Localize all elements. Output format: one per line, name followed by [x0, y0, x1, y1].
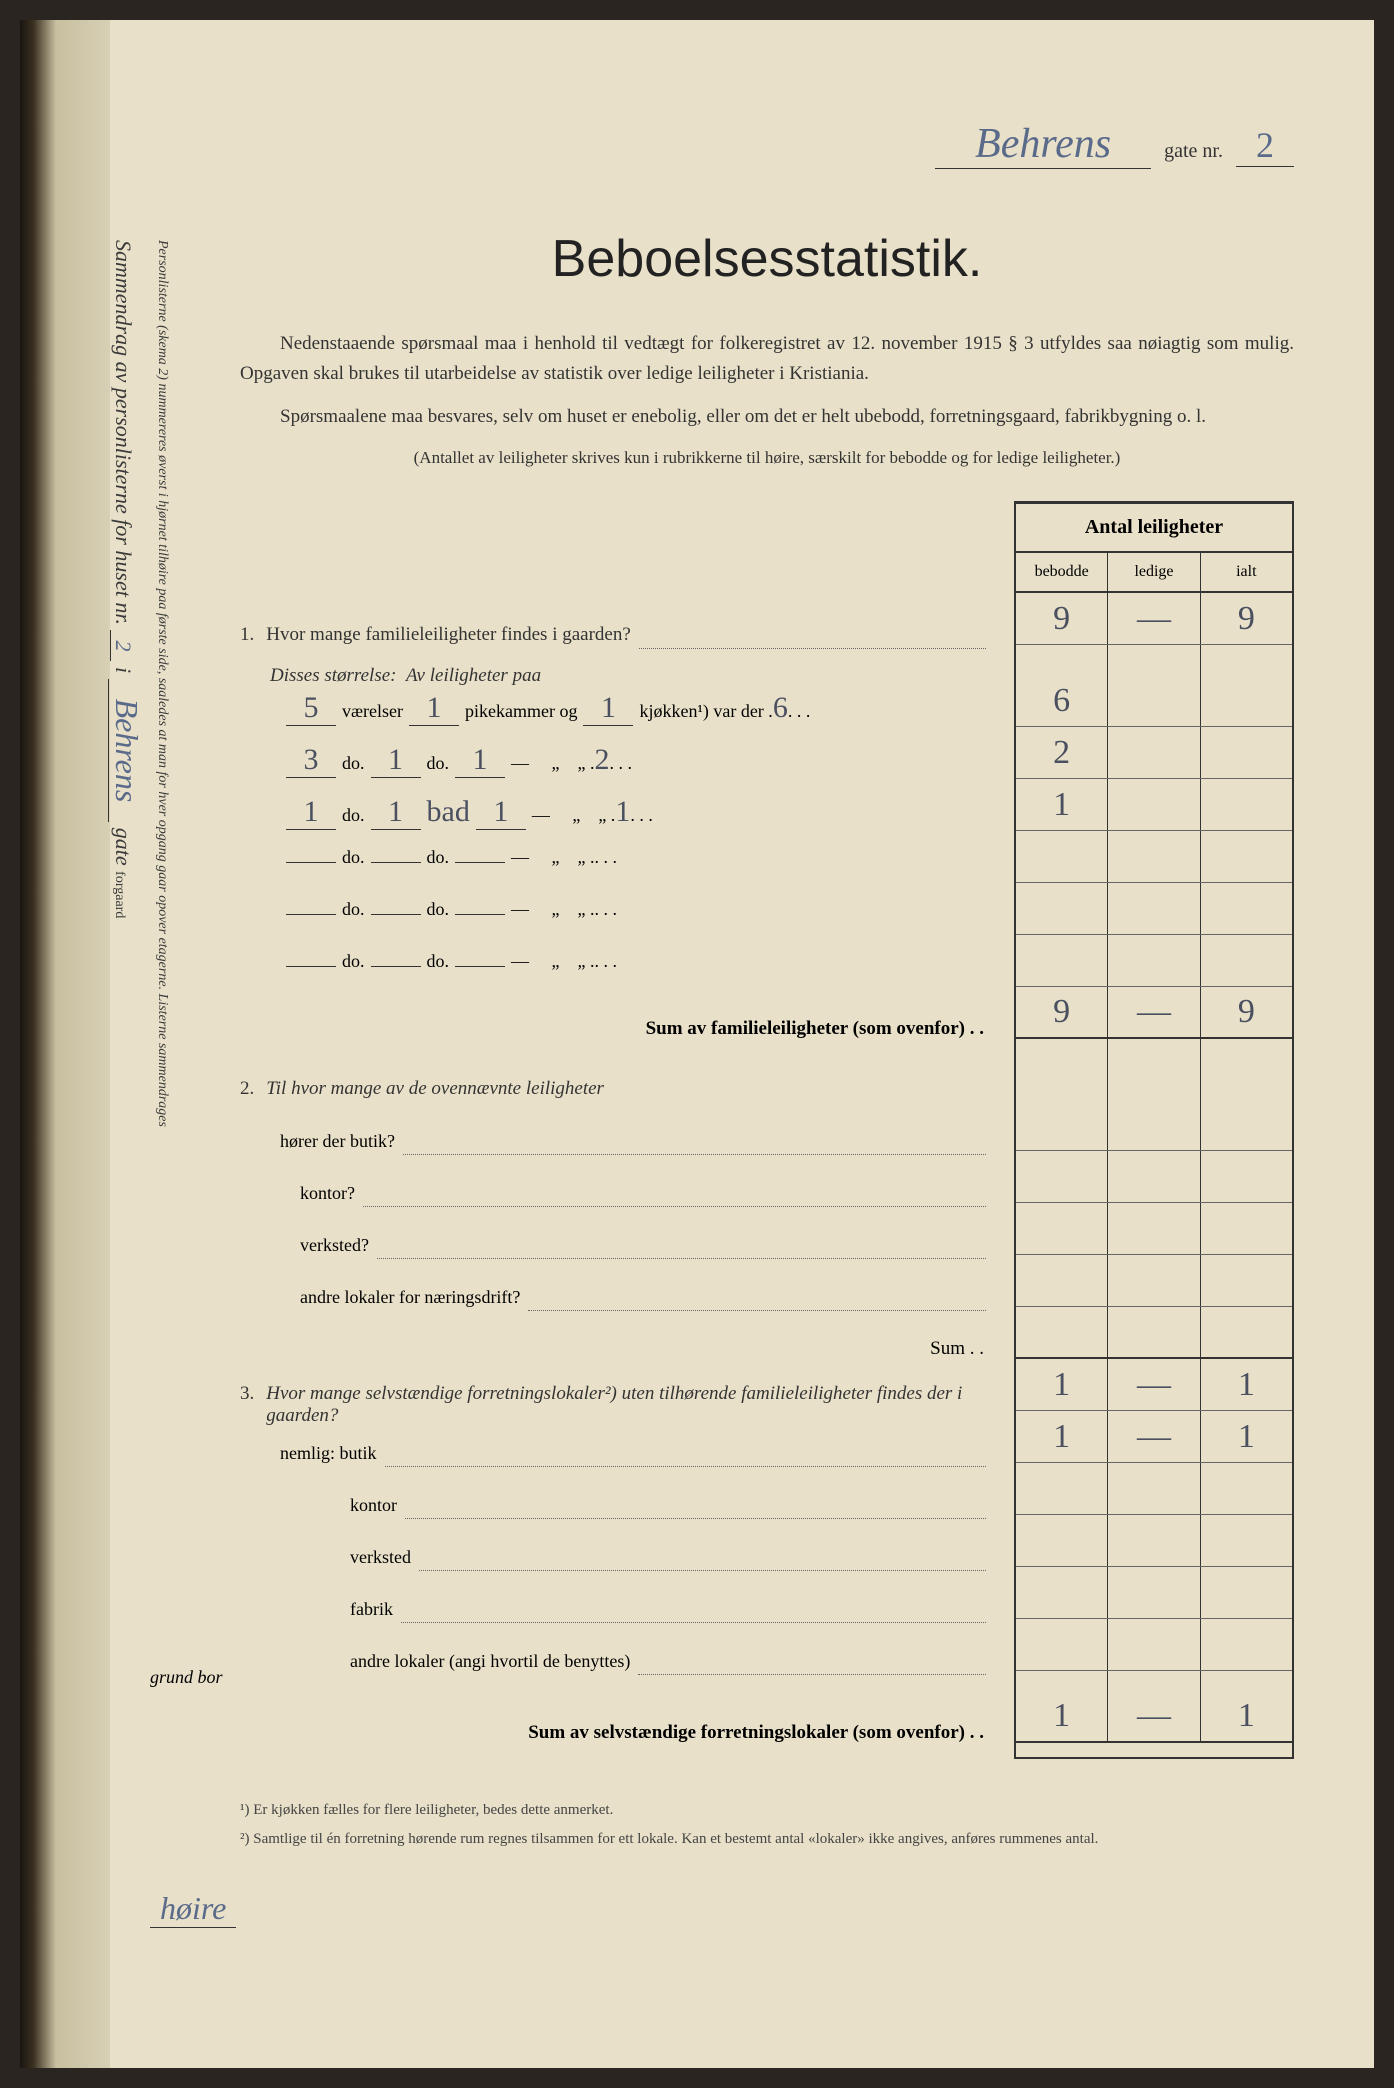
answers-subheader: bebodde ledige ialt: [1016, 553, 1292, 593]
room-line: do. do. — „ „ . . . .: [240, 899, 994, 951]
street-name: Behrens: [935, 120, 1151, 169]
q2-sum-label: Sum . .: [240, 1323, 994, 1375]
hoire-label: høire: [150, 1890, 236, 1928]
sidebar-summary-line: Sammendrag av personlisterne for huset n…: [108, 240, 145, 1440]
answer-row: 9—9: [1016, 987, 1292, 1039]
answer-row: 6: [1016, 675, 1292, 727]
room-line: do. do. — „ „ . . . .: [240, 847, 994, 899]
answer-row: 1—1: [1016, 1691, 1292, 1743]
sidebar-instruction: Personlisterne (skema 2) nummereres øver…: [154, 240, 170, 1440]
footnote-2: ²) Samtlige til én forretning hørende ru…: [240, 1828, 1294, 1851]
binding-edge: [20, 20, 110, 2068]
room-line: do. do. — „ „ . . . .: [240, 951, 994, 1003]
question-1: 1. Hvor mange familieleiligheter findes …: [240, 609, 994, 661]
q3-sum-label: Sum av selvstændige forretningslokaler (…: [240, 1707, 994, 1759]
answer-row: [1016, 1515, 1292, 1567]
answer-row: [1016, 883, 1292, 935]
answer-row: [1016, 1099, 1292, 1151]
room-line: 3 do. 1 do. 1 — „ „ . 2 . . .: [240, 743, 994, 795]
grund-bor-label: grund bor: [150, 1667, 223, 1688]
intro-paragraph-1: Nedenstaaende spørsmaal maa i henhold ti…: [240, 329, 1294, 390]
intro-paragraph-3: (Antallet av leiligheter skrives kun i r…: [240, 444, 1294, 471]
answer-row: [1016, 935, 1292, 987]
q3-sub-item: verksted: [240, 1531, 994, 1583]
room-line: 1 do. 1 bad 1 — „ „ . 1 . . .: [240, 795, 994, 847]
answers-column: Antal leiligheter bebodde ledige ialt 9—…: [1014, 501, 1294, 1759]
answer-row: [1016, 831, 1292, 883]
answer-row: [1016, 1463, 1292, 1515]
answer-row: [1016, 1619, 1292, 1671]
answer-row: 1—1: [1016, 1359, 1292, 1411]
intro-paragraph-2: Spørsmaalene maa besvares, selv om huset…: [240, 402, 1294, 432]
q2-sub-item: andre lokaler for næringsdrift?: [240, 1271, 994, 1323]
answer-row: [1016, 1567, 1292, 1619]
q1-sum-label: Sum av familieleiligheter (som ovenfor) …: [240, 1003, 994, 1055]
address-header: Behrens gate nr. 2: [240, 120, 1294, 169]
q3-sub-item: fabrik: [240, 1583, 994, 1635]
page-title: Beboelsesstatistik.: [240, 229, 1294, 289]
gate-label: gate nr.: [1164, 140, 1223, 162]
answer-row: 1: [1016, 779, 1292, 831]
q3-sub-item: kontor: [240, 1479, 994, 1531]
answers-header: Antal leiligheter: [1016, 504, 1292, 553]
answer-row: [1016, 1151, 1292, 1203]
q2-sub-item: kontor?: [240, 1167, 994, 1219]
q1-subhead: Disses størrelse: Av leiligheter paa: [240, 661, 994, 691]
q3-sub-item: andre lokaler (angi hvortil de benyttes): [240, 1635, 994, 1687]
q2-sub-item: hører der butik?: [240, 1115, 994, 1167]
sidebar: Sammendrag av personlisterne for huset n…: [110, 20, 180, 2068]
answer-row: [1016, 1203, 1292, 1255]
answer-row: 1—1: [1016, 1411, 1292, 1463]
question-3: 3. Hvor mange selvstændige forretningslo…: [240, 1375, 994, 1427]
answer-row: [1016, 1255, 1292, 1307]
answer-row: 2: [1016, 727, 1292, 779]
q3-nemlig: nemlig: butik: [240, 1427, 994, 1479]
room-line: 5 værelser 1 pikekammer og 1 kjøkken¹) v…: [240, 691, 994, 743]
footnote-1: ¹) Er kjøkken fælles for flere leilighet…: [240, 1799, 1294, 1822]
q2-sub-item: verksted?: [240, 1219, 994, 1271]
page: Sammendrag av personlisterne for huset n…: [20, 20, 1374, 2068]
question-2: 2. Til hvor mange av de ovennævnte leili…: [240, 1063, 994, 1115]
footnotes: ¹) Er kjøkken fælles for flere leilighet…: [240, 1799, 1294, 1850]
main-content: grund bor høire Behrens gate nr. 2 Beboe…: [180, 20, 1374, 2068]
answer-row: [1016, 1307, 1292, 1359]
street-number: 2: [1236, 124, 1294, 167]
questions-column: 1. Hvor mange familieleiligheter findes …: [240, 501, 1014, 1759]
answer-row: 9—9: [1016, 593, 1292, 645]
form-area: 1. Hvor mange familieleiligheter findes …: [240, 501, 1294, 1850]
